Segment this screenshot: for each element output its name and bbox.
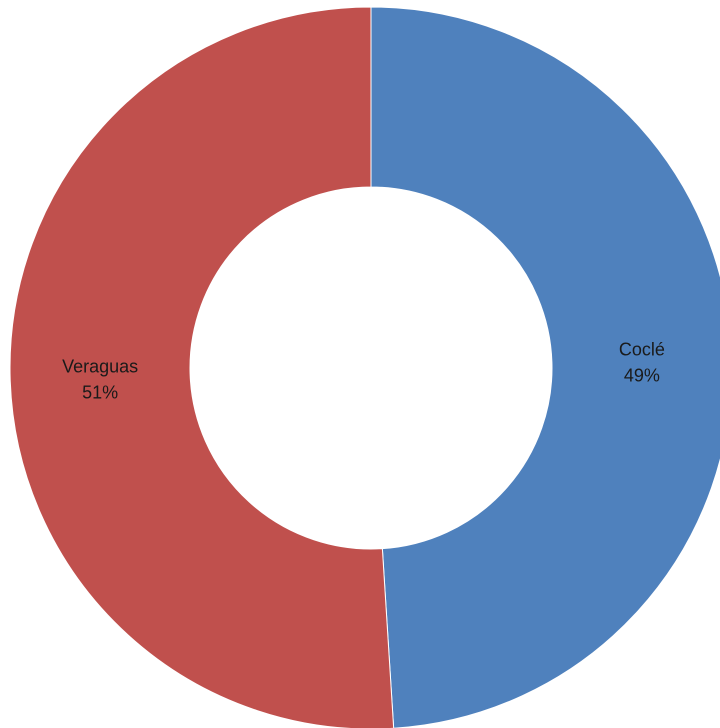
- slice-category-label: Veraguas: [62, 357, 138, 377]
- slice-category-label: Coclé: [619, 339, 665, 359]
- chart-labels: Coclé 49% Veraguas 51%: [62, 339, 665, 402]
- slice-label-cocle: Coclé 49%: [619, 339, 665, 385]
- chart-slices: [9, 6, 720, 728]
- slice-label-veraguas: Veraguas 51%: [62, 357, 138, 403]
- slice-value-label: 51%: [82, 383, 118, 403]
- slice-cocle: [370, 6, 720, 728]
- slice-veraguas: [9, 6, 395, 728]
- slice-value-label: 49%: [624, 365, 660, 385]
